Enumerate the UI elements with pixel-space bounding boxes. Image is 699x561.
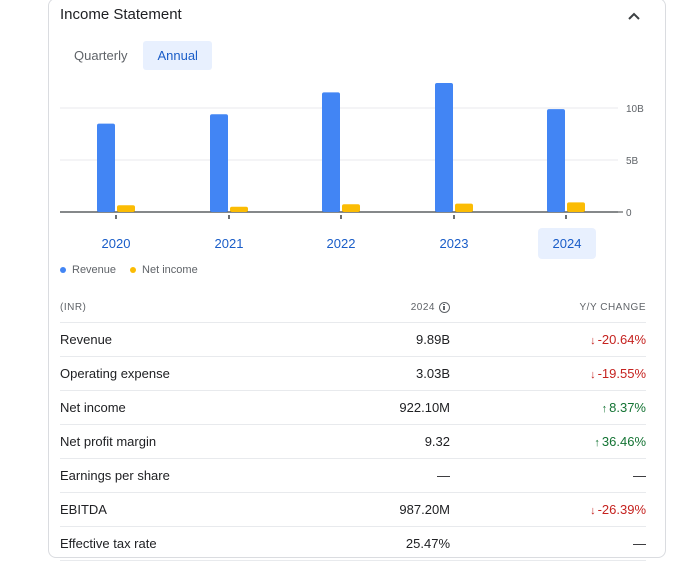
row-change-value: —: [633, 468, 646, 483]
arrow-down-icon: ↓: [590, 505, 596, 517]
row-change: —: [450, 536, 646, 551]
income-chart: 10B 5B 0: [60, 83, 644, 219]
y-tick-label: 5B: [626, 156, 639, 167]
table-row: EBITDA 987.20M ↓ -26.39%: [60, 493, 646, 527]
net-income-bar-2024[interactable]: [567, 202, 585, 212]
row-value: 3.03B: [416, 366, 450, 381]
y-tick-label: 10B: [626, 104, 644, 115]
info-icon[interactable]: [439, 301, 450, 313]
income-statement-card: [48, 0, 666, 558]
row-change: ↓ -20.64%: [450, 332, 646, 347]
tab-quarterly[interactable]: Quarterly: [74, 48, 128, 63]
table-row: Revenue 9.89B ↓ -20.64%: [60, 323, 646, 357]
arrow-up-icon: ↑: [601, 403, 608, 415]
row-value: 9.32: [424, 434, 450, 449]
legend-net-income: Net income: [130, 264, 198, 276]
header-change: Y/Y CHANGE: [579, 301, 646, 313]
table-header: (INR) 2024 Y/Y CHANGE: [60, 292, 646, 323]
row-change-value: 8.37%: [609, 400, 646, 415]
row-label: EBITDA: [60, 502, 107, 517]
year-2021[interactable]: 2021: [214, 236, 244, 251]
net-income-bar-2023[interactable]: [455, 203, 473, 212]
row-label: Net profit margin: [60, 434, 157, 449]
header-year-wrap: 2024: [360, 301, 450, 313]
row-value: —: [437, 468, 450, 483]
row-value: 987.20M: [399, 502, 450, 517]
year-2022[interactable]: 2022: [326, 236, 356, 251]
row-label: Effective tax rate: [60, 536, 157, 551]
row-change: ↓ -26.39%: [450, 502, 646, 517]
row-label: Revenue: [60, 332, 113, 347]
arrow-down-icon: ↓: [590, 369, 596, 381]
year-2020[interactable]: 2020: [101, 236, 131, 251]
year-2024[interactable]: 2024: [538, 228, 596, 259]
revenue-bar-2022[interactable]: [322, 92, 340, 212]
income-table: (INR) 2024 Y/Y CHANGE Revenue 9.89B ↓ -20.6…: [60, 292, 646, 561]
legend-revenue-label: Revenue: [72, 264, 117, 276]
revenue-bar-2024[interactable]: [547, 109, 565, 212]
legend-revenue-dot: [60, 267, 66, 273]
row-change: ↑ 36.46%: [450, 434, 646, 449]
table-row: Net income 922.10M ↑ 8.37%: [60, 391, 646, 425]
header-year: 2024: [410, 301, 435, 313]
row-label: Operating expense: [60, 366, 170, 381]
row-value: 25.47%: [405, 536, 450, 551]
row-label: Net income: [60, 400, 126, 415]
y-tick-label: 0: [626, 208, 632, 219]
table-row: Net profit margin 9.32 ↑ 36.46%: [60, 425, 646, 459]
legend-net-income-label: Net income: [142, 264, 198, 276]
arrow-down-icon: ↓: [590, 335, 596, 347]
chart-legend: Revenue Net income: [60, 264, 198, 276]
period-tabs: Quarterly Annual: [60, 41, 212, 70]
net-income-bar-2022[interactable]: [342, 204, 360, 212]
revenue-bar-2023[interactable]: [435, 83, 453, 212]
legend-net-income-dot: [130, 267, 137, 273]
row-value: 9.89B: [416, 332, 450, 347]
row-value: 922.10M: [399, 400, 450, 415]
card-title: Income Statement: [60, 6, 182, 23]
year-2023[interactable]: 2023: [439, 236, 469, 251]
net-income-bar-2021[interactable]: [230, 206, 248, 212]
tab-annual[interactable]: Annual: [143, 41, 212, 70]
table-row: Effective tax rate 25.47% —: [60, 527, 646, 561]
arrow-up-icon: ↑: [594, 437, 600, 449]
revenue-bar-2020[interactable]: [97, 123, 115, 212]
legend-revenue: Revenue: [60, 264, 116, 276]
row-change: ↑ 8.37%: [450, 400, 646, 415]
row-change: —: [450, 468, 646, 483]
row-change-value: -19.55%: [597, 366, 646, 381]
row-label: Earnings per share: [60, 468, 170, 483]
row-change: ↓ -19.55%: [450, 366, 646, 381]
table-row: Operating expense 3.03B ↓ -19.55%: [60, 357, 646, 391]
revenue-bar-2021[interactable]: [210, 114, 228, 212]
row-change-value: -20.64%: [597, 332, 646, 347]
chevron-up-icon[interactable]: [624, 6, 644, 26]
row-change-value: —: [633, 536, 646, 551]
header-currency: (INR): [60, 301, 87, 313]
net-income-bar-2020[interactable]: [117, 205, 135, 212]
row-change-value: -26.39%: [597, 502, 646, 517]
table-row: Earnings per share — —: [60, 459, 646, 493]
row-change-value: 36.46%: [601, 434, 646, 449]
